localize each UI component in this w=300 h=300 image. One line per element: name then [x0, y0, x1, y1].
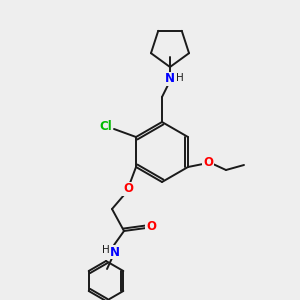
Text: O: O	[146, 220, 156, 233]
Text: N: N	[165, 73, 175, 85]
Text: Cl: Cl	[100, 119, 112, 133]
Text: N: N	[110, 245, 120, 259]
Text: O: O	[203, 155, 213, 169]
Text: O: O	[123, 182, 133, 196]
Text: H: H	[102, 245, 110, 255]
Text: H: H	[176, 73, 184, 83]
